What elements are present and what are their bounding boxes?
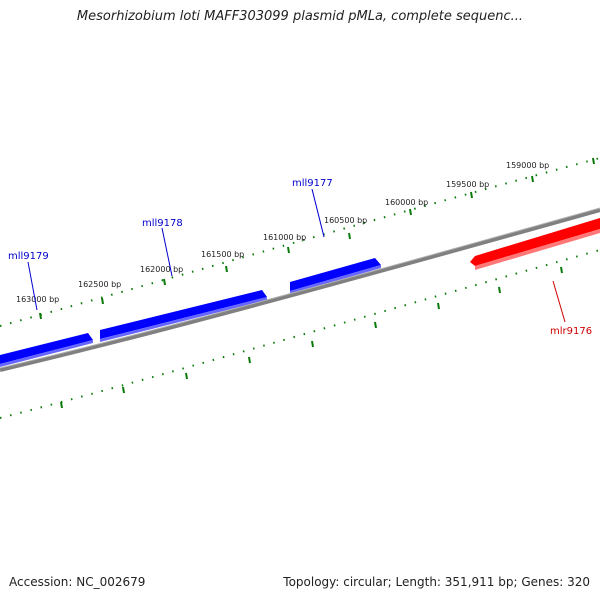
- gene-label-mlr9176[interactable]: mlr9176: [550, 326, 592, 337]
- tick-label: 161000 bp: [263, 233, 306, 242]
- major-tick: [287, 246, 290, 254]
- inner-dotted-track: [0, 249, 600, 419]
- gene-label-mll9177[interactable]: mll9177: [292, 178, 333, 189]
- gene-label-mll9179[interactable]: mll9179: [8, 251, 49, 262]
- forward-genes: [470, 218, 600, 270]
- major-tick: [592, 157, 595, 165]
- gene-arrow-mll9177[interactable]: [290, 258, 381, 291]
- tick-labels: 159000 bp 159500 bp 160000 bp 160500 bp …: [16, 161, 549, 304]
- leader-line-mlr9176: [552, 280, 566, 323]
- topology-summary: Topology: circular; Length: 351,911 bp; …: [283, 575, 590, 589]
- major-tick: [560, 266, 563, 274]
- gene-label-mll9178[interactable]: mll9178: [142, 218, 183, 229]
- gene-arrow-mll9179-shadow: [0, 340, 93, 367]
- major-tick: [101, 297, 104, 305]
- tick-label: 163000 bp: [16, 295, 59, 304]
- major-tick: [248, 356, 251, 364]
- tick-label: 160500 bp: [324, 216, 367, 225]
- gene-arrow-mll9178-shadow: [100, 297, 267, 342]
- reverse-genes: [0, 258, 381, 367]
- accession-text: Accession: NC_002679: [9, 575, 146, 589]
- gene-arrow-mll9178[interactable]: [100, 290, 267, 339]
- inner-tick-track: [0, 249, 600, 419]
- major-tick: [225, 265, 228, 273]
- major-tick: [311, 340, 314, 348]
- leader-line-mll9177: [311, 188, 325, 238]
- map-title: Mesorhizobium loti MAFF303099 plasmid pM…: [76, 9, 524, 24]
- tick-label: 160000 bp: [385, 198, 428, 207]
- major-tick: [470, 191, 473, 199]
- major-tick: [437, 302, 440, 310]
- gene-labels: mll9179 mll9178 mll9177 mlr9176: [8, 178, 592, 337]
- major-tick: [531, 175, 534, 183]
- major-tick: [122, 386, 125, 394]
- major-tick: [39, 312, 42, 320]
- major-tick: [374, 321, 377, 329]
- major-tick: [60, 401, 63, 409]
- major-tick: [348, 232, 351, 240]
- major-tick: [185, 372, 188, 380]
- tick-label: 159500 bp: [446, 180, 489, 189]
- major-tick: [163, 278, 166, 286]
- major-tick: [498, 286, 501, 294]
- outer-tick-track: [0, 157, 600, 327]
- leader-line-mll9179: [27, 261, 38, 311]
- plasmid-backbone: [0, 208, 600, 372]
- tick-label: 162500 bp: [78, 280, 121, 289]
- leader-line-mll9178: [161, 227, 173, 277]
- tick-label: 162000 bp: [140, 265, 183, 274]
- inner-major-ticks: [60, 266, 563, 409]
- gene-arrow-mll9179[interactable]: [0, 333, 93, 364]
- gene-arrow-mlr9176[interactable]: [470, 218, 600, 266]
- gene-arrow-mlr9176-shadow: [475, 229, 600, 270]
- plasmid-backbone-highlight: [0, 207, 600, 369]
- tick-label: 159000 bp: [506, 161, 549, 170]
- major-tick: [409, 208, 412, 216]
- tick-label: 161500 bp: [201, 250, 244, 259]
- gene-arrow-mll9177-shadow: [290, 265, 381, 294]
- gene-leader-lines: [27, 188, 566, 323]
- outer-major-ticks: [39, 157, 595, 320]
